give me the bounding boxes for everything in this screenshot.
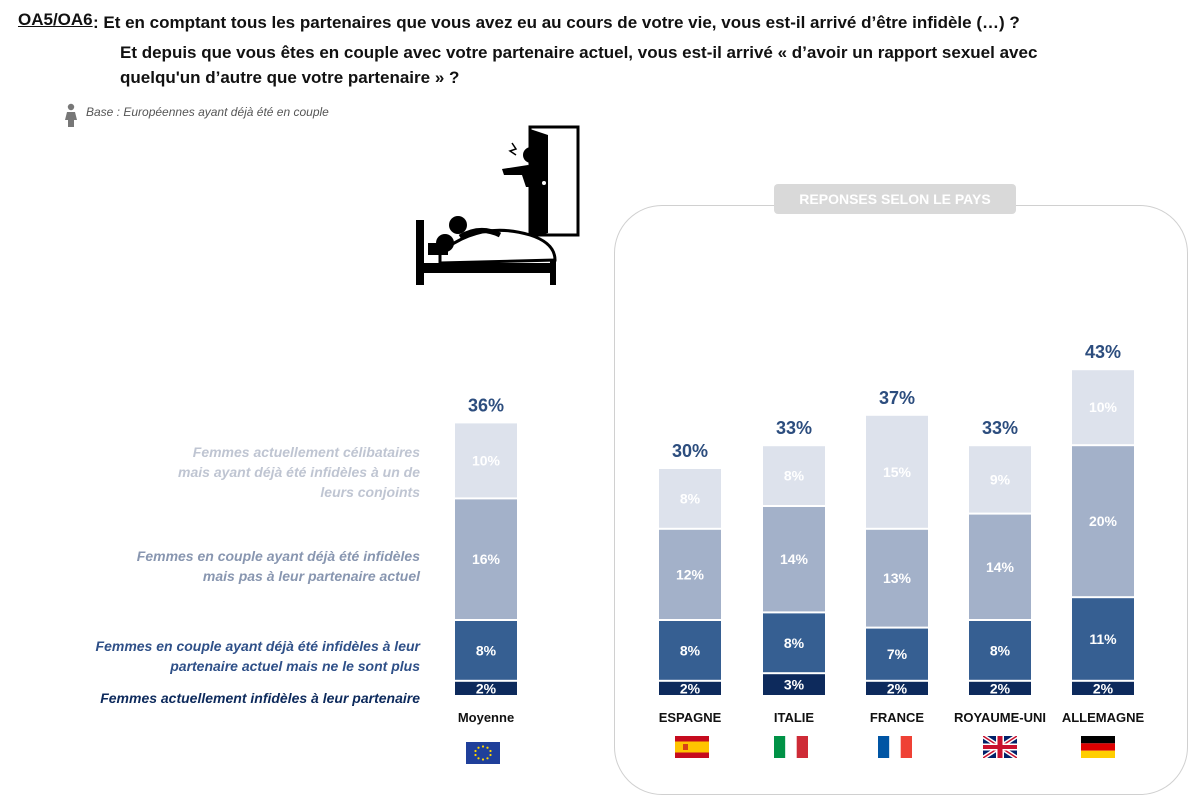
bar-value-label: 8% — [784, 635, 805, 651]
category-label: FRANCE — [870, 710, 924, 725]
category-label: ITALIE — [774, 710, 815, 725]
legend-single-past-infidelity: Femmes actuellement célibataires mais ay… — [178, 444, 420, 500]
category-label: Moyenne — [458, 710, 514, 725]
base-note: Base : Européennes ayant déjà été en cou… — [86, 105, 329, 119]
legend-currently-unfaithful: Femmes actuellement infidèles à leur par… — [100, 690, 420, 706]
bar-segment — [1072, 446, 1134, 597]
bar-segment — [659, 621, 721, 680]
bar-segment — [866, 628, 928, 680]
germany-flag-icon — [1081, 736, 1115, 758]
bar-value-label: 7% — [887, 646, 908, 662]
bar-segment — [659, 469, 721, 528]
italy-flag-icon — [774, 736, 808, 758]
bar-segment — [1072, 598, 1134, 680]
bar-value-label: 14% — [986, 559, 1015, 575]
bar-segment — [455, 423, 517, 498]
question-code: OA5/OA6 — [18, 10, 93, 29]
france-flag-icon — [878, 736, 912, 758]
bar-segment — [659, 529, 721, 619]
bar-value-label: 2% — [476, 680, 497, 696]
bar-segment — [763, 446, 825, 505]
bar-value-label: 8% — [784, 468, 805, 484]
legend-couple-past-current-partner: Femmes en couple ayant déjà été infidèle… — [95, 638, 420, 674]
bar-segment — [659, 681, 721, 695]
bar-value-label: 8% — [680, 642, 701, 658]
bar-total-label: 33% — [776, 418, 812, 438]
category-label: ALLEMAGNE — [1062, 710, 1145, 725]
bar-value-label: 2% — [1093, 680, 1114, 696]
uk-flag-icon — [983, 736, 1017, 758]
bar-segment — [455, 681, 517, 695]
bar-value-label: 10% — [472, 452, 501, 468]
bar-value-label: 16% — [472, 551, 501, 567]
bar-value-label: 9% — [990, 471, 1011, 487]
eu-flag-icon — [466, 742, 500, 764]
bar-segment — [1072, 370, 1134, 445]
bar-total-label: 37% — [879, 388, 915, 408]
bar-segment — [866, 681, 928, 695]
bar-value-label: 2% — [680, 680, 701, 696]
bar-segment — [455, 621, 517, 680]
bar-total-label: 30% — [672, 441, 708, 461]
bar-segment — [763, 613, 825, 673]
bar-value-label: 20% — [1089, 513, 1118, 529]
bar-total-label: 33% — [982, 418, 1018, 438]
question-line-2: Et depuis que vous êtes en couple avec v… — [120, 43, 1038, 87]
spain-flag-icon — [675, 736, 709, 758]
bar-segment — [866, 415, 928, 528]
bar-value-label: 13% — [883, 570, 912, 586]
bar-value-label: 8% — [680, 490, 701, 506]
bar-value-label: 10% — [1089, 399, 1118, 415]
bar-value-label: 3% — [784, 677, 805, 693]
bar-segment — [969, 681, 1031, 695]
bar-value-label: 2% — [887, 680, 908, 696]
bar-value-label: 8% — [990, 642, 1011, 658]
bar-total-label: 43% — [1085, 342, 1121, 362]
bar-segment — [969, 446, 1031, 513]
infidelity-illustration-icon — [416, 125, 580, 285]
woman-icon — [65, 103, 77, 127]
bar-segment — [1072, 681, 1134, 695]
bar-value-label: 12% — [676, 566, 705, 582]
panel-title: REPONSES SELON LE PAYS — [774, 184, 1016, 214]
bar-segment — [866, 529, 928, 627]
bar-segment — [763, 674, 825, 695]
bar-value-label: 11% — [1089, 631, 1117, 647]
bar-segment — [969, 621, 1031, 680]
bar-value-label: 15% — [883, 464, 912, 480]
bar-value-label: 2% — [990, 680, 1011, 696]
bar-segment — [455, 499, 517, 619]
category-label: ROYAUME-UNI — [954, 710, 1046, 725]
question-line-1: : Et en comptant tous les partenaires qu… — [93, 13, 1020, 32]
legend-couple-past-other-partner: Femmes en couple ayant déjà été infidèle… — [136, 548, 420, 584]
category-label: ESPAGNE — [659, 710, 722, 725]
bar-segment — [763, 507, 825, 612]
bar-total-label: 36% — [468, 395, 504, 415]
bar-value-label: 14% — [780, 551, 809, 567]
bar-value-label: 8% — [476, 642, 497, 658]
bar-segment — [969, 514, 1031, 619]
